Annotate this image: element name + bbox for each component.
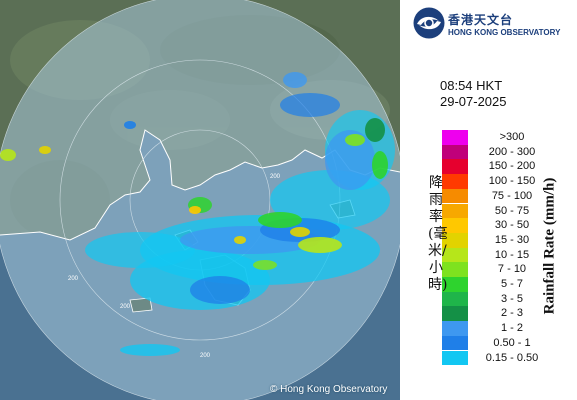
legend-swatch [442, 159, 468, 175]
legend-item: 30 - 50 [442, 218, 572, 233]
rain-echo [190, 276, 250, 304]
legend-title-en: Rainfall Rate (mm/h) [541, 177, 558, 315]
hko-logo-icon [413, 7, 445, 39]
rain-echo [234, 236, 246, 244]
legend-item: 3 - 5 [442, 291, 572, 307]
legend-label: 10 - 15 [494, 248, 530, 261]
legend-item: 1 - 2 [442, 321, 572, 336]
rain-echo [365, 118, 385, 142]
legend-swatch [442, 188, 468, 204]
rain-echo [280, 93, 340, 117]
rain-echo [124, 121, 136, 129]
observation-date: 29-07-2025 [440, 94, 507, 109]
legend-label: 1 - 2 [500, 322, 523, 335]
legend-item: 15 - 30 [442, 232, 572, 248]
legend-swatch [442, 174, 468, 189]
rain-echo [85, 232, 195, 268]
legend-swatch [442, 321, 468, 336]
legend-panel: 香港天文台 HONG KONG OBSERVATORY 08:54 HKT 29… [400, 0, 577, 400]
legend-item: >300 [442, 130, 572, 145]
legend-label: 150 - 200 [488, 160, 536, 173]
legend-item: 5 - 7 [442, 277, 572, 292]
legend-swatch [442, 277, 468, 292]
observation-time: 08:54 HKT [440, 78, 503, 93]
rain-echo [283, 72, 307, 88]
range-ring-label: 200 [200, 353, 211, 359]
brand-name-en: HONG KONG OBSERVATORY [448, 28, 561, 37]
legend-item: 10 - 15 [442, 247, 572, 263]
rain-echo [325, 130, 375, 190]
legend-swatch [442, 335, 468, 351]
legend-item: 7 - 10 [442, 262, 572, 277]
rain-echo [39, 146, 51, 154]
legend-item: 100 - 150 [442, 174, 572, 189]
rain-echo [345, 134, 365, 146]
legend-swatch [442, 144, 468, 160]
radar-map: 200 200 200 200 © Hong Kong Observatory [0, 0, 400, 400]
rain-echo [120, 344, 180, 356]
legend-item: 150 - 200 [442, 159, 572, 175]
legend-item: 200 - 300 [442, 144, 572, 160]
legend-title-zh: 降雨率(毫米/小時) [428, 175, 448, 293]
range-ring-label: 200 [270, 174, 281, 180]
rain-echo [372, 151, 388, 179]
legend-swatch [442, 306, 468, 322]
legend-label: 7 - 10 [497, 263, 527, 276]
legend-label: 2 - 3 [500, 307, 523, 320]
legend-item: 2 - 3 [442, 306, 572, 322]
legend-label: >300 [499, 131, 525, 143]
legend-label: 15 - 30 [494, 233, 530, 246]
legend-label: 0.15 - 0.50 [485, 351, 539, 364]
legend-label: 50 - 75 [494, 204, 530, 217]
legend-label: 75 - 100 [491, 189, 533, 202]
legend-item: 0.50 - 1 [442, 335, 572, 351]
legend-item: 0.15 - 0.50 [442, 350, 572, 366]
rain-echo [258, 212, 302, 228]
legend-label: 200 - 300 [488, 145, 536, 158]
rainfall-echoes [0, 72, 395, 356]
legend-item: 50 - 75 [442, 203, 572, 219]
legend-swatch [442, 203, 468, 219]
legend-swatch [442, 247, 468, 263]
radar-map-canvas: 200 200 200 200 [0, 0, 400, 400]
legend-item: 75 - 100 [442, 188, 572, 204]
legend-swatch [442, 232, 468, 248]
legend-label: 100 - 150 [488, 175, 536, 188]
legend-label: 30 - 50 [494, 219, 530, 232]
legend-swatch [442, 130, 468, 145]
rain-echo [298, 237, 342, 253]
brand-name-zh: 香港天文台 [448, 13, 514, 27]
range-ring-label: 200 [120, 304, 131, 310]
rain-echo [290, 227, 310, 237]
legend-swatch [442, 262, 468, 277]
legend-label: 0.50 - 1 [493, 336, 531, 349]
range-ring-label: 200 [68, 276, 79, 282]
legend-swatch [442, 291, 468, 307]
legend-swatch [442, 350, 468, 366]
hko-logo[interactable]: 香港天文台 HONG KONG OBSERVATORY [412, 6, 577, 40]
copyright-notice: © Hong Kong Observatory [270, 384, 388, 395]
rain-echo [189, 206, 201, 214]
rain-echo [253, 260, 277, 270]
legend-label: 5 - 7 [500, 278, 523, 290]
legend-swatch [442, 218, 468, 233]
legend-label: 3 - 5 [500, 292, 523, 305]
range-ring-labels: 200 200 200 200 [68, 174, 281, 359]
rain-echo [0, 149, 16, 161]
